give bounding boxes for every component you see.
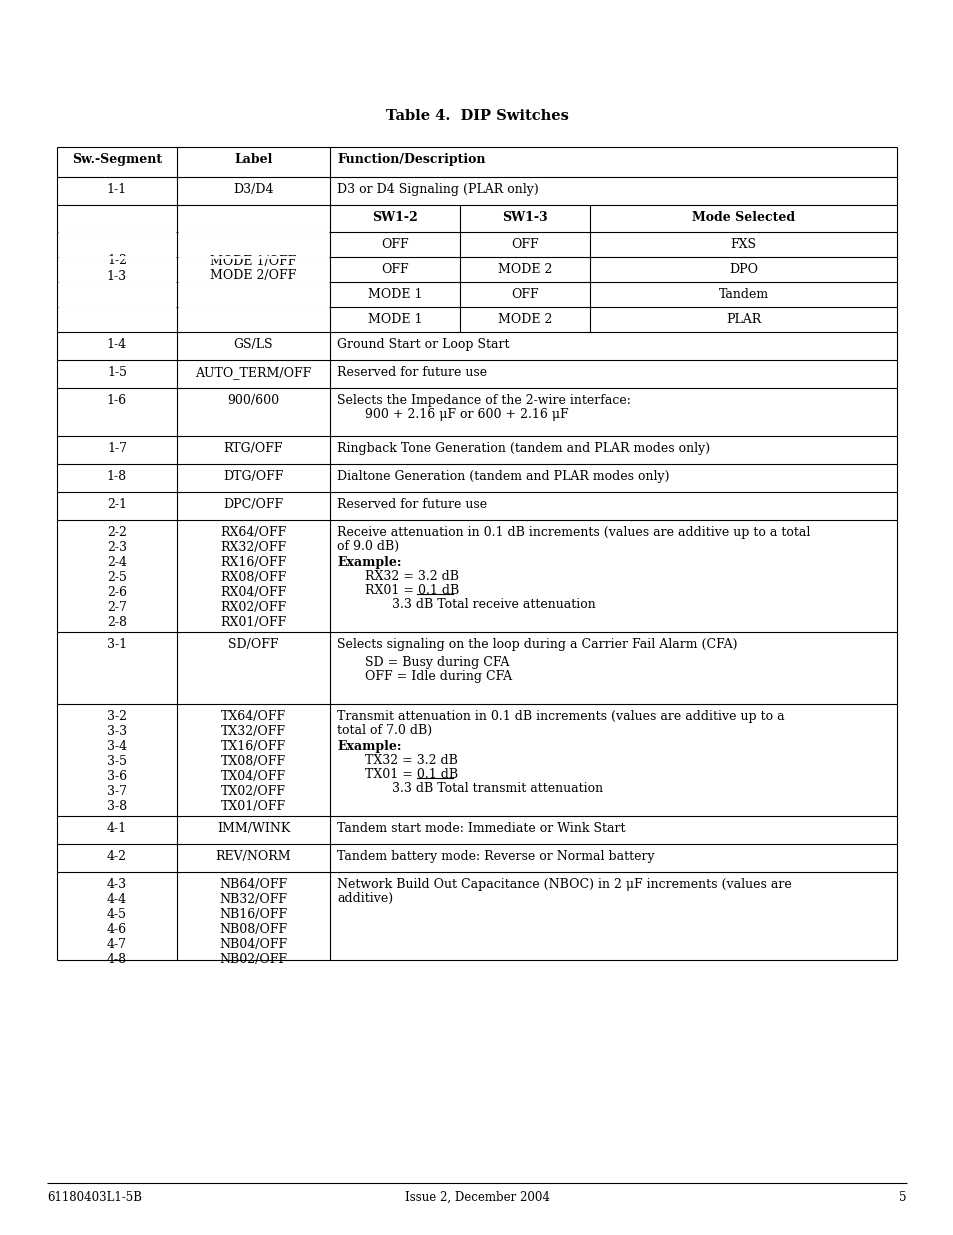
Text: Dialtone Generation (tandem and PLAR modes only): Dialtone Generation (tandem and PLAR mod… (336, 471, 669, 483)
Text: Tandem battery mode: Reverse or Normal battery: Tandem battery mode: Reverse or Normal b… (336, 850, 654, 863)
Text: Ground Start or Loop Start: Ground Start or Loop Start (336, 338, 509, 351)
Text: of 9.0 dB): of 9.0 dB) (336, 540, 398, 553)
Text: 900 + 2.16 μF or 600 + 2.16 μF: 900 + 2.16 μF or 600 + 2.16 μF (365, 408, 568, 421)
Text: Reserved for future use: Reserved for future use (336, 366, 487, 379)
Text: 5: 5 (899, 1191, 906, 1204)
Text: OFF: OFF (511, 238, 538, 251)
Text: Issue 2, December 2004: Issue 2, December 2004 (404, 1191, 549, 1204)
Text: DTG/OFF: DTG/OFF (223, 471, 283, 483)
Text: SW1-2: SW1-2 (372, 211, 417, 224)
Text: Selects the Impedance of the 2-wire interface:: Selects the Impedance of the 2-wire inte… (336, 394, 630, 408)
Text: 1-1: 1-1 (107, 183, 127, 196)
Text: RX64/OFF
RX32/OFF
RX16/OFF
RX08/OFF
RX04/OFF
RX02/OFF
RX01/OFF: RX64/OFF RX32/OFF RX16/OFF RX08/OFF RX04… (220, 526, 286, 629)
Text: DPC/OFF: DPC/OFF (223, 498, 283, 511)
Text: 3-1: 3-1 (107, 638, 127, 651)
Text: 1-8: 1-8 (107, 471, 127, 483)
Text: additive): additive) (336, 892, 393, 905)
Text: MODE 1: MODE 1 (367, 288, 422, 301)
Text: total of 7.0 dB): total of 7.0 dB) (336, 724, 432, 737)
Text: MODE 2: MODE 2 (497, 312, 552, 326)
Text: PLAR: PLAR (725, 312, 760, 326)
Text: IMM/WINK: IMM/WINK (216, 823, 290, 835)
Text: 3.3 dB Total transmit attenuation: 3.3 dB Total transmit attenuation (392, 782, 602, 795)
Text: OFF: OFF (511, 288, 538, 301)
Text: 61180403L1-5B: 61180403L1-5B (47, 1191, 142, 1204)
Text: RX32 = 3.2 dB: RX32 = 3.2 dB (365, 571, 458, 583)
Text: 3.3 dB Total receive attenuation: 3.3 dB Total receive attenuation (392, 598, 595, 611)
Text: Mode Selected: Mode Selected (691, 211, 794, 224)
Text: D3 or D4 Signaling (PLAR only): D3 or D4 Signaling (PLAR only) (336, 183, 538, 196)
Text: 3-2
3-3
3-4
3-5
3-6
3-7
3-8: 3-2 3-3 3-4 3-5 3-6 3-7 3-8 (107, 710, 127, 813)
Text: RTG/OFF: RTG/OFF (224, 442, 283, 454)
Text: Receive attenuation in 0.1 dB increments (values are additive up to a total: Receive attenuation in 0.1 dB increments… (336, 526, 809, 538)
Text: DPO: DPO (728, 263, 758, 275)
Text: OFF = Idle during CFA: OFF = Idle during CFA (365, 671, 512, 683)
Text: Function/Description: Function/Description (336, 153, 485, 165)
Text: 2-1: 2-1 (107, 498, 127, 511)
Text: NB64/OFF
NB32/OFF
NB16/OFF
NB08/OFF
NB04/OFF
NB02/OFF: NB64/OFF NB32/OFF NB16/OFF NB08/OFF NB04… (219, 878, 287, 966)
Text: 4-2: 4-2 (107, 850, 127, 863)
Text: 1-5: 1-5 (107, 366, 127, 379)
Text: MODE 1: MODE 1 (367, 312, 422, 326)
Text: TX64/OFF
TX32/OFF
TX16/OFF
TX08/OFF
TX04/OFF
TX02/OFF
TX01/OFF: TX64/OFF TX32/OFF TX16/OFF TX08/OFF TX04… (221, 710, 286, 813)
Text: 4-1: 4-1 (107, 823, 127, 835)
Text: Tandem start mode: Immediate or Wink Start: Tandem start mode: Immediate or Wink Sta… (336, 823, 625, 835)
Text: Example:: Example: (336, 556, 401, 569)
Text: MODE 1/OFF
MODE 2/OFF: MODE 1/OFF MODE 2/OFF (210, 254, 296, 283)
Text: GS/LS: GS/LS (233, 338, 273, 351)
Text: OFF: OFF (381, 263, 409, 275)
Text: Table 4.  DIP Switches: Table 4. DIP Switches (385, 109, 568, 124)
Text: MODE 2: MODE 2 (497, 263, 552, 275)
Text: Example:: Example: (336, 740, 401, 753)
Text: Network Build Out Capacitance (NBOC) in 2 μF increments (values are: Network Build Out Capacitance (NBOC) in … (336, 878, 791, 890)
Text: SD/OFF: SD/OFF (228, 638, 278, 651)
Text: AUTO_TERM/OFF: AUTO_TERM/OFF (195, 366, 312, 379)
Text: 1-2
1-3: 1-2 1-3 (107, 254, 127, 283)
Text: RX01 = 0.1 dB: RX01 = 0.1 dB (365, 584, 458, 597)
Text: Reserved for future use: Reserved for future use (336, 498, 487, 511)
Text: Ringback Tone Generation (tandem and PLAR modes only): Ringback Tone Generation (tandem and PLA… (336, 442, 709, 454)
Text: REV/NORM: REV/NORM (215, 850, 291, 863)
Text: Label: Label (234, 153, 273, 165)
Text: OFF: OFF (381, 238, 409, 251)
Text: FXS: FXS (730, 238, 756, 251)
Text: SD = Busy during CFA: SD = Busy during CFA (365, 656, 509, 669)
Text: Sw.-Segment: Sw.-Segment (71, 153, 162, 165)
Text: 1-6: 1-6 (107, 394, 127, 408)
Text: Tandem: Tandem (718, 288, 768, 301)
Text: Transmit attenuation in 0.1 dB increments (values are additive up to a: Transmit attenuation in 0.1 dB increment… (336, 710, 783, 722)
Text: D3/D4: D3/D4 (233, 183, 274, 196)
Text: 1-4: 1-4 (107, 338, 127, 351)
Text: Selects signaling on the loop during a Carrier Fail Alarm (CFA): Selects signaling on the loop during a C… (336, 638, 737, 651)
Text: 2-2
2-3
2-4
2-5
2-6
2-7
2-8: 2-2 2-3 2-4 2-5 2-6 2-7 2-8 (107, 526, 127, 629)
Text: SW1-3: SW1-3 (501, 211, 547, 224)
Text: TX01 = 0.1 dB: TX01 = 0.1 dB (365, 768, 457, 781)
Text: 900/600: 900/600 (227, 394, 279, 408)
Text: 1-7: 1-7 (107, 442, 127, 454)
Text: 4-3
4-4
4-5
4-6
4-7
4-8: 4-3 4-4 4-5 4-6 4-7 4-8 (107, 878, 127, 966)
Text: TX32 = 3.2 dB: TX32 = 3.2 dB (365, 755, 457, 767)
